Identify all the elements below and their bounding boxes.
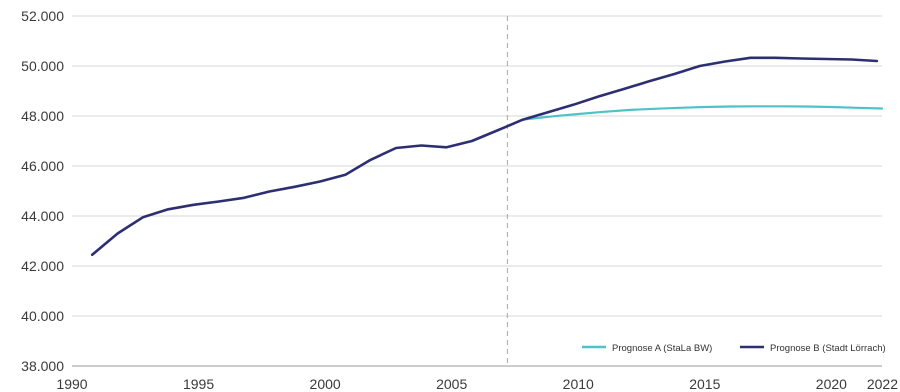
y-tick-label: 46.000 <box>21 158 64 174</box>
y-axis-tick-labels: 38.000 40.000 42.000 44.000 46.000 48.000 50.0… <box>21 8 64 374</box>
x-tick-label: 2000 <box>310 376 341 392</box>
y-tick-label: 48.000 <box>21 108 64 124</box>
legend-label: Prognose B (Stadt Lörrach) <box>770 343 886 354</box>
y-tick-label: 52.000 <box>21 8 64 24</box>
y-tick-label: 38.000 <box>21 358 64 374</box>
x-tick-label: 2005 <box>436 376 467 392</box>
grid <box>72 15 882 367</box>
x-axis-tick-labels: 1990 1995 2000 2005 2010 2015 2020 2022 <box>56 376 898 392</box>
legend-label: Prognose A (StaLa BW) <box>612 343 712 354</box>
x-tick-label: 2022 <box>867 376 898 392</box>
x-tick-label: 2020 <box>816 376 847 392</box>
series-line-prognose-a <box>521 105 884 121</box>
x-tick-label: 1995 <box>183 376 214 392</box>
legend: Prognose A (StaLa BW) Prognose B (Stadt L… <box>582 343 886 354</box>
y-tick-label: 42.000 <box>21 258 64 274</box>
y-tick-label: 44.000 <box>21 208 64 224</box>
x-tick-label: 1990 <box>56 376 87 392</box>
series-lines <box>90 56 884 257</box>
y-tick-label: 40.000 <box>21 308 64 324</box>
y-tick-label: 50.000 <box>21 58 64 74</box>
series-line-prognose-b <box>90 56 879 257</box>
x-tick-label: 2010 <box>563 376 594 392</box>
x-tick-label: 2015 <box>689 376 720 392</box>
